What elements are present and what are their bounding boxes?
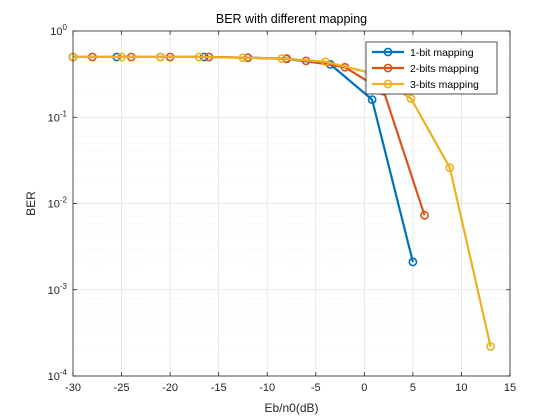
data-point <box>445 163 455 173</box>
y-tick-label: 10-3 <box>48 282 68 297</box>
x-tick-label: 5 <box>410 382 416 394</box>
series-layer <box>68 52 495 351</box>
legend-label: 2-bits mapping <box>410 63 479 75</box>
data-point <box>117 52 126 62</box>
data-point <box>486 342 495 351</box>
x-axis-label: Eb/n0(dB) <box>264 401 318 415</box>
x-tick-label: -5 <box>311 382 321 394</box>
y-tick-label: 100 <box>50 23 67 38</box>
legend-entry: 3-bits mapping <box>372 79 479 91</box>
data-point <box>367 95 377 105</box>
data-point <box>194 52 204 62</box>
x-tick-label: -15 <box>211 382 227 394</box>
x-tick-label: 15 <box>504 382 516 394</box>
y-tick-label: 10-4 <box>48 368 68 383</box>
data-point <box>155 52 165 62</box>
series-3 <box>68 52 495 351</box>
data-point <box>277 54 287 63</box>
legend-entry: 2-bits mapping <box>372 63 479 75</box>
minor-grid <box>73 34 510 351</box>
x-tick-label: 0 <box>361 382 367 394</box>
y-tick-label: 10-1 <box>48 109 68 124</box>
legend-marker <box>383 63 393 73</box>
legend-marker <box>383 79 393 89</box>
x-tick-label: -20 <box>162 382 178 394</box>
y-tick-labels: 10-4 10-3 10-2 10-1 100 <box>48 23 68 383</box>
y-axis-label: BER <box>24 191 38 216</box>
axis-ticks <box>72 30 511 377</box>
data-point <box>321 57 330 67</box>
x-tick-label: -30 <box>65 382 81 394</box>
legend-entry: 1-bit mapping <box>372 47 474 59</box>
legend-label: 1-bit mapping <box>410 47 474 59</box>
data-point <box>406 94 416 103</box>
x-tick-label: 10 <box>455 382 467 394</box>
data-point <box>408 257 418 267</box>
chart-title: BER with different mapping <box>216 12 367 26</box>
data-point <box>238 53 248 63</box>
legend: 1-bit mapping 2-bits mapping 3-bits mappin… <box>365 41 498 95</box>
series-line <box>73 55 492 347</box>
data-point <box>420 210 429 220</box>
y-tick-label: 10-2 <box>48 196 68 211</box>
legend-label: 3-bits mapping <box>410 79 479 91</box>
legend-marker <box>383 47 393 57</box>
x-tick-label: -10 <box>259 382 275 394</box>
x-tick-label: -25 <box>114 382 130 394</box>
x-tick-labels: -30 -25 -20 -15 -10 -5 0 5 10 15 <box>65 382 516 394</box>
